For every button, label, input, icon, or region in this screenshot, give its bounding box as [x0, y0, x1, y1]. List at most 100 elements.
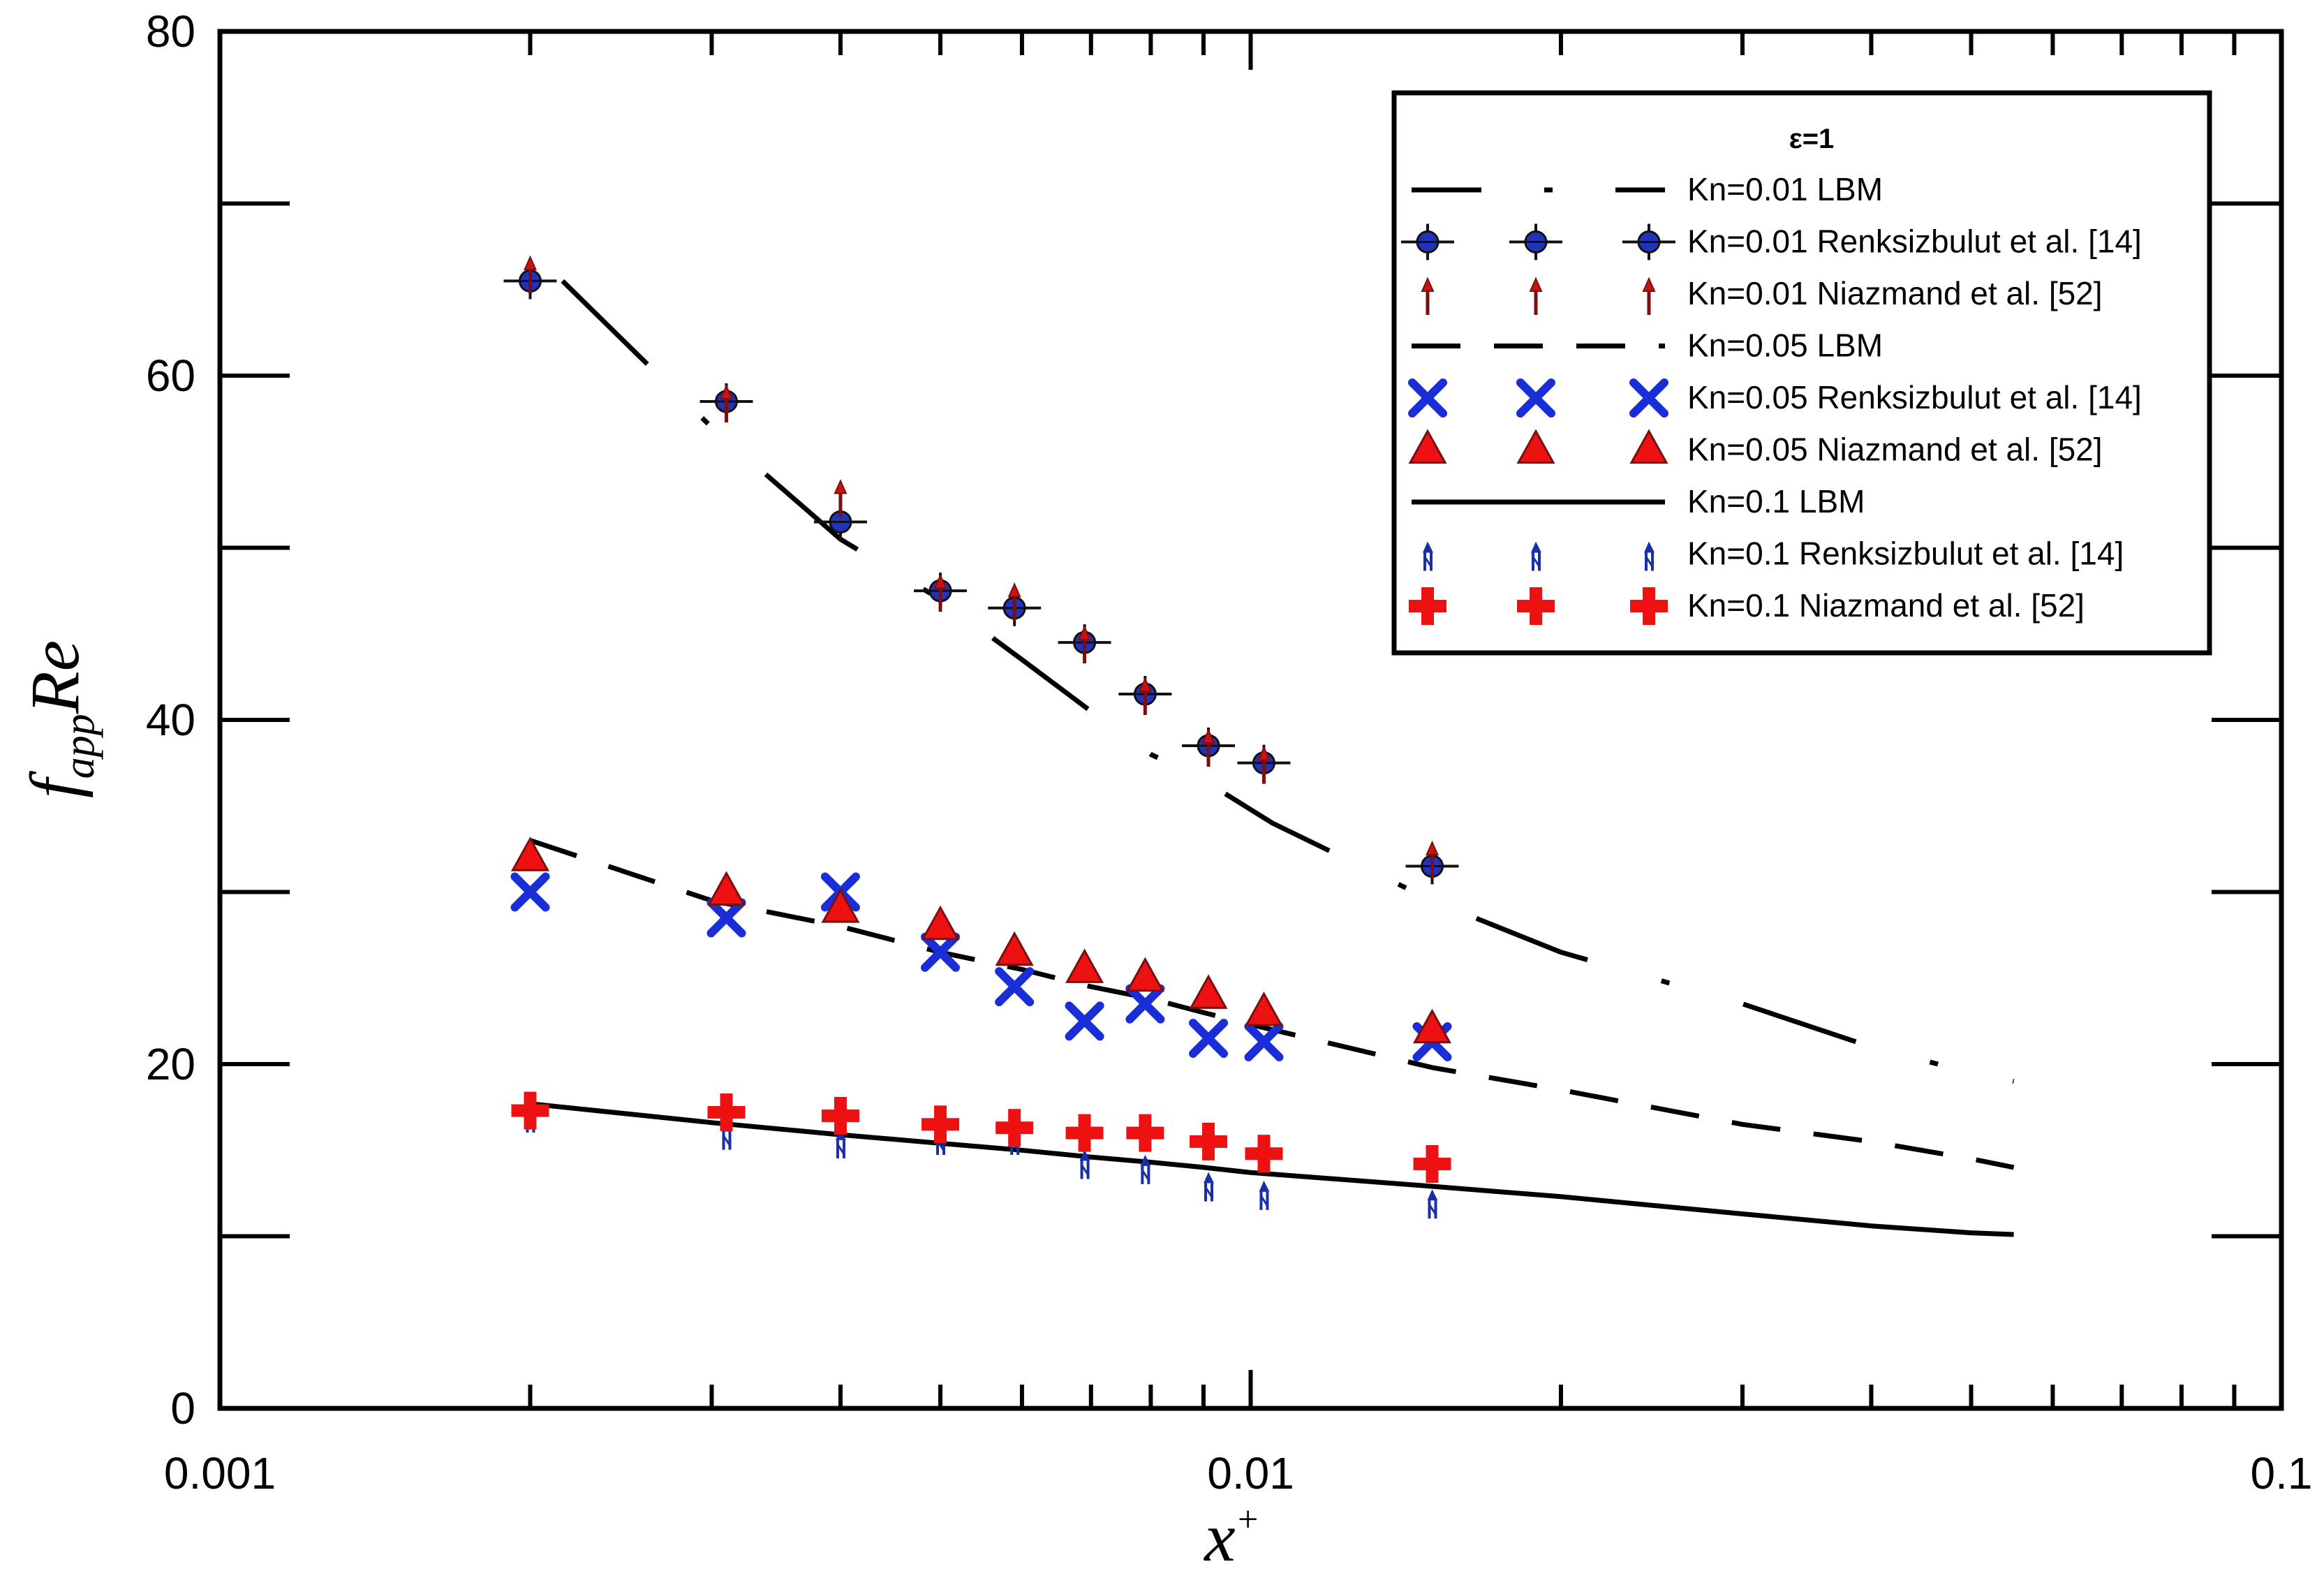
x-tick-label: 0.001 — [164, 1448, 276, 1498]
marker-diag — [723, 1135, 731, 1147]
marker-head — [1007, 582, 1021, 598]
x-tick-label: 0.01 — [1207, 1448, 1294, 1498]
data-point — [1189, 974, 1228, 1009]
data-point — [1007, 582, 1021, 621]
data-point — [1245, 1135, 1283, 1173]
legend-marker — [1629, 378, 1668, 418]
data-point — [995, 967, 1035, 1007]
marker-diag — [1204, 1186, 1213, 1198]
marker-head — [719, 384, 734, 399]
marker-diag — [1260, 1195, 1268, 1207]
marker-x2 — [1189, 1019, 1229, 1059]
legend-label: Kn=0.1 LBM — [1687, 483, 1865, 519]
marker-x2 — [1244, 1022, 1284, 1061]
marker-head — [1259, 1180, 1270, 1192]
marker-triangle — [821, 888, 860, 923]
x-tick-label: 0.1 — [2251, 1448, 2313, 1498]
series-8 — [511, 1091, 1451, 1183]
marker-triangle — [510, 836, 550, 871]
marker-plus-v — [1530, 587, 1542, 625]
data-point — [510, 872, 550, 912]
series-7 — [525, 1103, 1438, 1219]
marker-head — [834, 479, 848, 494]
legend-label: Kn=0.05 Renksizbulut et al. [14] — [1687, 379, 2142, 415]
legend-label: Kn=0.01 LBM — [1687, 171, 1883, 207]
marker-head — [1423, 541, 1433, 553]
data-point — [1140, 1154, 1151, 1184]
y-tick-label: 80 — [146, 6, 195, 57]
marker-plus-v — [1643, 587, 1655, 625]
marker-x2 — [1065, 1001, 1104, 1041]
legend-marker — [1531, 541, 1541, 571]
data-point — [921, 932, 961, 972]
legend-label: Kn=0.1 Renksizbulut et al. [14] — [1687, 536, 2124, 572]
legend-marker — [1644, 541, 1655, 571]
data-point — [1065, 948, 1104, 983]
series-line — [530, 1101, 2014, 1237]
marker-head — [1204, 1172, 1215, 1184]
legend-marker — [1408, 429, 1447, 464]
marker-triangle — [1629, 429, 1668, 464]
marker-plus-v — [524, 1091, 537, 1130]
marker-triangle — [1189, 974, 1228, 1009]
marker-plus-v — [1426, 1144, 1439, 1183]
data-point — [1427, 1189, 1438, 1219]
marker-diag — [1428, 1204, 1437, 1216]
marker-plus-v — [720, 1093, 733, 1132]
marker-head — [1138, 677, 1152, 693]
marker-plus-v — [1078, 1114, 1091, 1152]
data-point — [1244, 1022, 1284, 1061]
plot-content: 0.001 0.01 0.1 0 20 40 60 80 x+ fappRe — [16, 6, 2312, 1576]
legend: ε=1 Kn=0.01 LBM Kn=0.01 Renksizbulut et al… — [1391, 90, 2212, 656]
marker-x2 — [1516, 378, 1555, 418]
legend-label: Kn=0.01 Renksizbulut et al. [14] — [1687, 223, 2142, 260]
data-point — [821, 1096, 859, 1135]
marker-head — [1078, 625, 1092, 641]
y-tick-label: 20 — [146, 1039, 195, 1089]
data-point — [523, 255, 538, 294]
marker-head — [1644, 541, 1655, 553]
marker-triangle — [921, 905, 960, 941]
legend-entry: Kn=0.01 Niazmand et al. [52] — [1421, 275, 2103, 315]
legend-entry: Kn=0.05 LBM — [1412, 327, 1883, 364]
legend-marker — [1516, 378, 1555, 418]
data-point — [933, 573, 947, 612]
data-point — [719, 384, 734, 422]
marker-triangle — [706, 871, 746, 906]
marker-x2 — [921, 932, 961, 972]
data-point — [1065, 1001, 1104, 1041]
data-point — [1425, 840, 1439, 879]
data-point — [1079, 1149, 1090, 1179]
marker-x2 — [510, 872, 550, 912]
data-point — [1078, 625, 1092, 664]
series-1 — [503, 263, 1459, 885]
marker-diag — [1141, 1170, 1150, 1181]
legend-label: Kn=0.01 Niazmand et al. [52] — [1687, 275, 2103, 311]
data-point — [1126, 1114, 1164, 1152]
data-point — [1201, 728, 1215, 767]
data-point — [922, 1105, 960, 1144]
marker-plus-v — [1139, 1114, 1152, 1152]
marker-diag — [1645, 556, 1654, 568]
legend-entry: Kn=0.1 Renksizbulut et al. [14] — [1423, 536, 2124, 572]
marker-plus-v — [1008, 1109, 1021, 1147]
marker-x2 — [1408, 378, 1447, 418]
series-0 — [561, 279, 2015, 1084]
y-tick-label: 40 — [146, 695, 195, 745]
data-point — [996, 1109, 1034, 1147]
legend-entry: Kn=0.01 Renksizbulut et al. [14] — [1401, 223, 2142, 260]
legend-entry: Kn=0.1 LBM — [1412, 483, 1865, 519]
series-6 — [530, 1101, 2014, 1237]
series-4 — [510, 872, 1452, 1061]
marker-x2 — [1629, 378, 1668, 418]
series-line — [529, 838, 2015, 1170]
data-point — [706, 898, 746, 938]
marker-triangle — [1125, 957, 1164, 992]
data-point — [1065, 1114, 1104, 1152]
data-point — [1125, 984, 1165, 1024]
data-point — [1125, 957, 1164, 992]
data-point — [995, 931, 1034, 966]
marker-head — [1421, 277, 1435, 292]
marker-plus-v — [1202, 1122, 1215, 1160]
legend-marker — [1509, 223, 1562, 260]
